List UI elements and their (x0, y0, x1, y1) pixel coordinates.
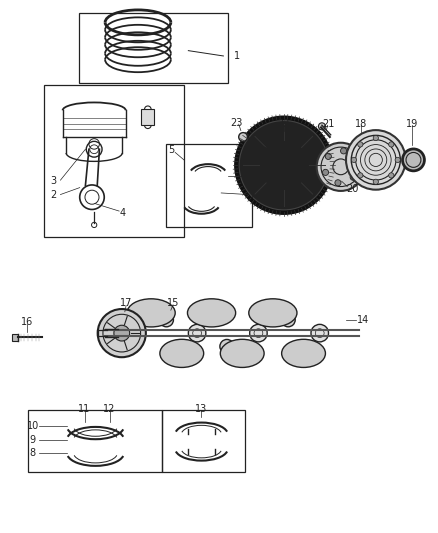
Text: 6: 6 (250, 171, 256, 181)
Text: 19: 19 (406, 119, 418, 128)
Ellipse shape (160, 340, 204, 367)
Ellipse shape (358, 142, 363, 147)
Bar (44, 85, 184, 237)
Ellipse shape (340, 148, 346, 154)
Ellipse shape (373, 179, 378, 184)
Text: 17: 17 (120, 298, 132, 308)
Ellipse shape (389, 173, 394, 178)
Text: 2: 2 (51, 190, 57, 199)
Ellipse shape (335, 180, 341, 186)
Ellipse shape (350, 174, 356, 180)
Text: 8: 8 (30, 448, 36, 458)
Ellipse shape (395, 157, 400, 163)
Ellipse shape (237, 118, 331, 213)
Ellipse shape (127, 299, 175, 327)
Bar (79, 13, 228, 83)
Ellipse shape (220, 340, 234, 353)
Ellipse shape (403, 149, 424, 171)
Ellipse shape (358, 173, 363, 178)
Ellipse shape (239, 133, 247, 141)
Text: 11: 11 (78, 404, 91, 414)
Text: 13: 13 (194, 404, 207, 414)
Ellipse shape (188, 325, 206, 342)
Ellipse shape (373, 135, 378, 141)
Ellipse shape (98, 309, 146, 357)
Ellipse shape (159, 313, 173, 327)
Ellipse shape (127, 325, 145, 342)
Text: 22: 22 (278, 119, 290, 128)
Text: 1: 1 (234, 51, 240, 61)
Text: 9: 9 (30, 435, 36, 445)
Text: 7: 7 (250, 190, 256, 199)
Ellipse shape (187, 299, 236, 327)
Text: 23: 23 (230, 118, 243, 127)
Ellipse shape (249, 299, 297, 327)
Text: 16: 16 (21, 317, 33, 327)
Ellipse shape (114, 325, 130, 341)
Ellipse shape (282, 340, 325, 367)
Bar (166, 144, 252, 227)
Ellipse shape (353, 158, 359, 164)
Ellipse shape (325, 154, 332, 159)
Text: 3: 3 (51, 176, 57, 186)
Ellipse shape (250, 325, 267, 342)
Text: 5: 5 (168, 146, 174, 155)
Ellipse shape (322, 169, 328, 175)
Ellipse shape (318, 123, 325, 130)
Text: 15: 15 (167, 298, 179, 308)
Text: 4: 4 (120, 208, 126, 218)
Text: 12: 12 (103, 404, 116, 414)
Text: 20: 20 (346, 184, 359, 194)
Text: 14: 14 (357, 315, 369, 325)
Bar (12, 334, 18, 341)
Ellipse shape (281, 313, 295, 327)
Ellipse shape (351, 157, 357, 163)
Bar (28, 410, 162, 472)
Text: 10: 10 (27, 422, 39, 431)
Ellipse shape (346, 130, 406, 190)
Text: 18: 18 (355, 119, 367, 128)
Bar (162, 410, 245, 472)
Ellipse shape (317, 143, 365, 191)
Ellipse shape (220, 340, 264, 367)
Ellipse shape (311, 325, 328, 342)
Bar (141, 109, 154, 125)
Ellipse shape (389, 142, 394, 147)
Text: 21: 21 (322, 119, 335, 128)
